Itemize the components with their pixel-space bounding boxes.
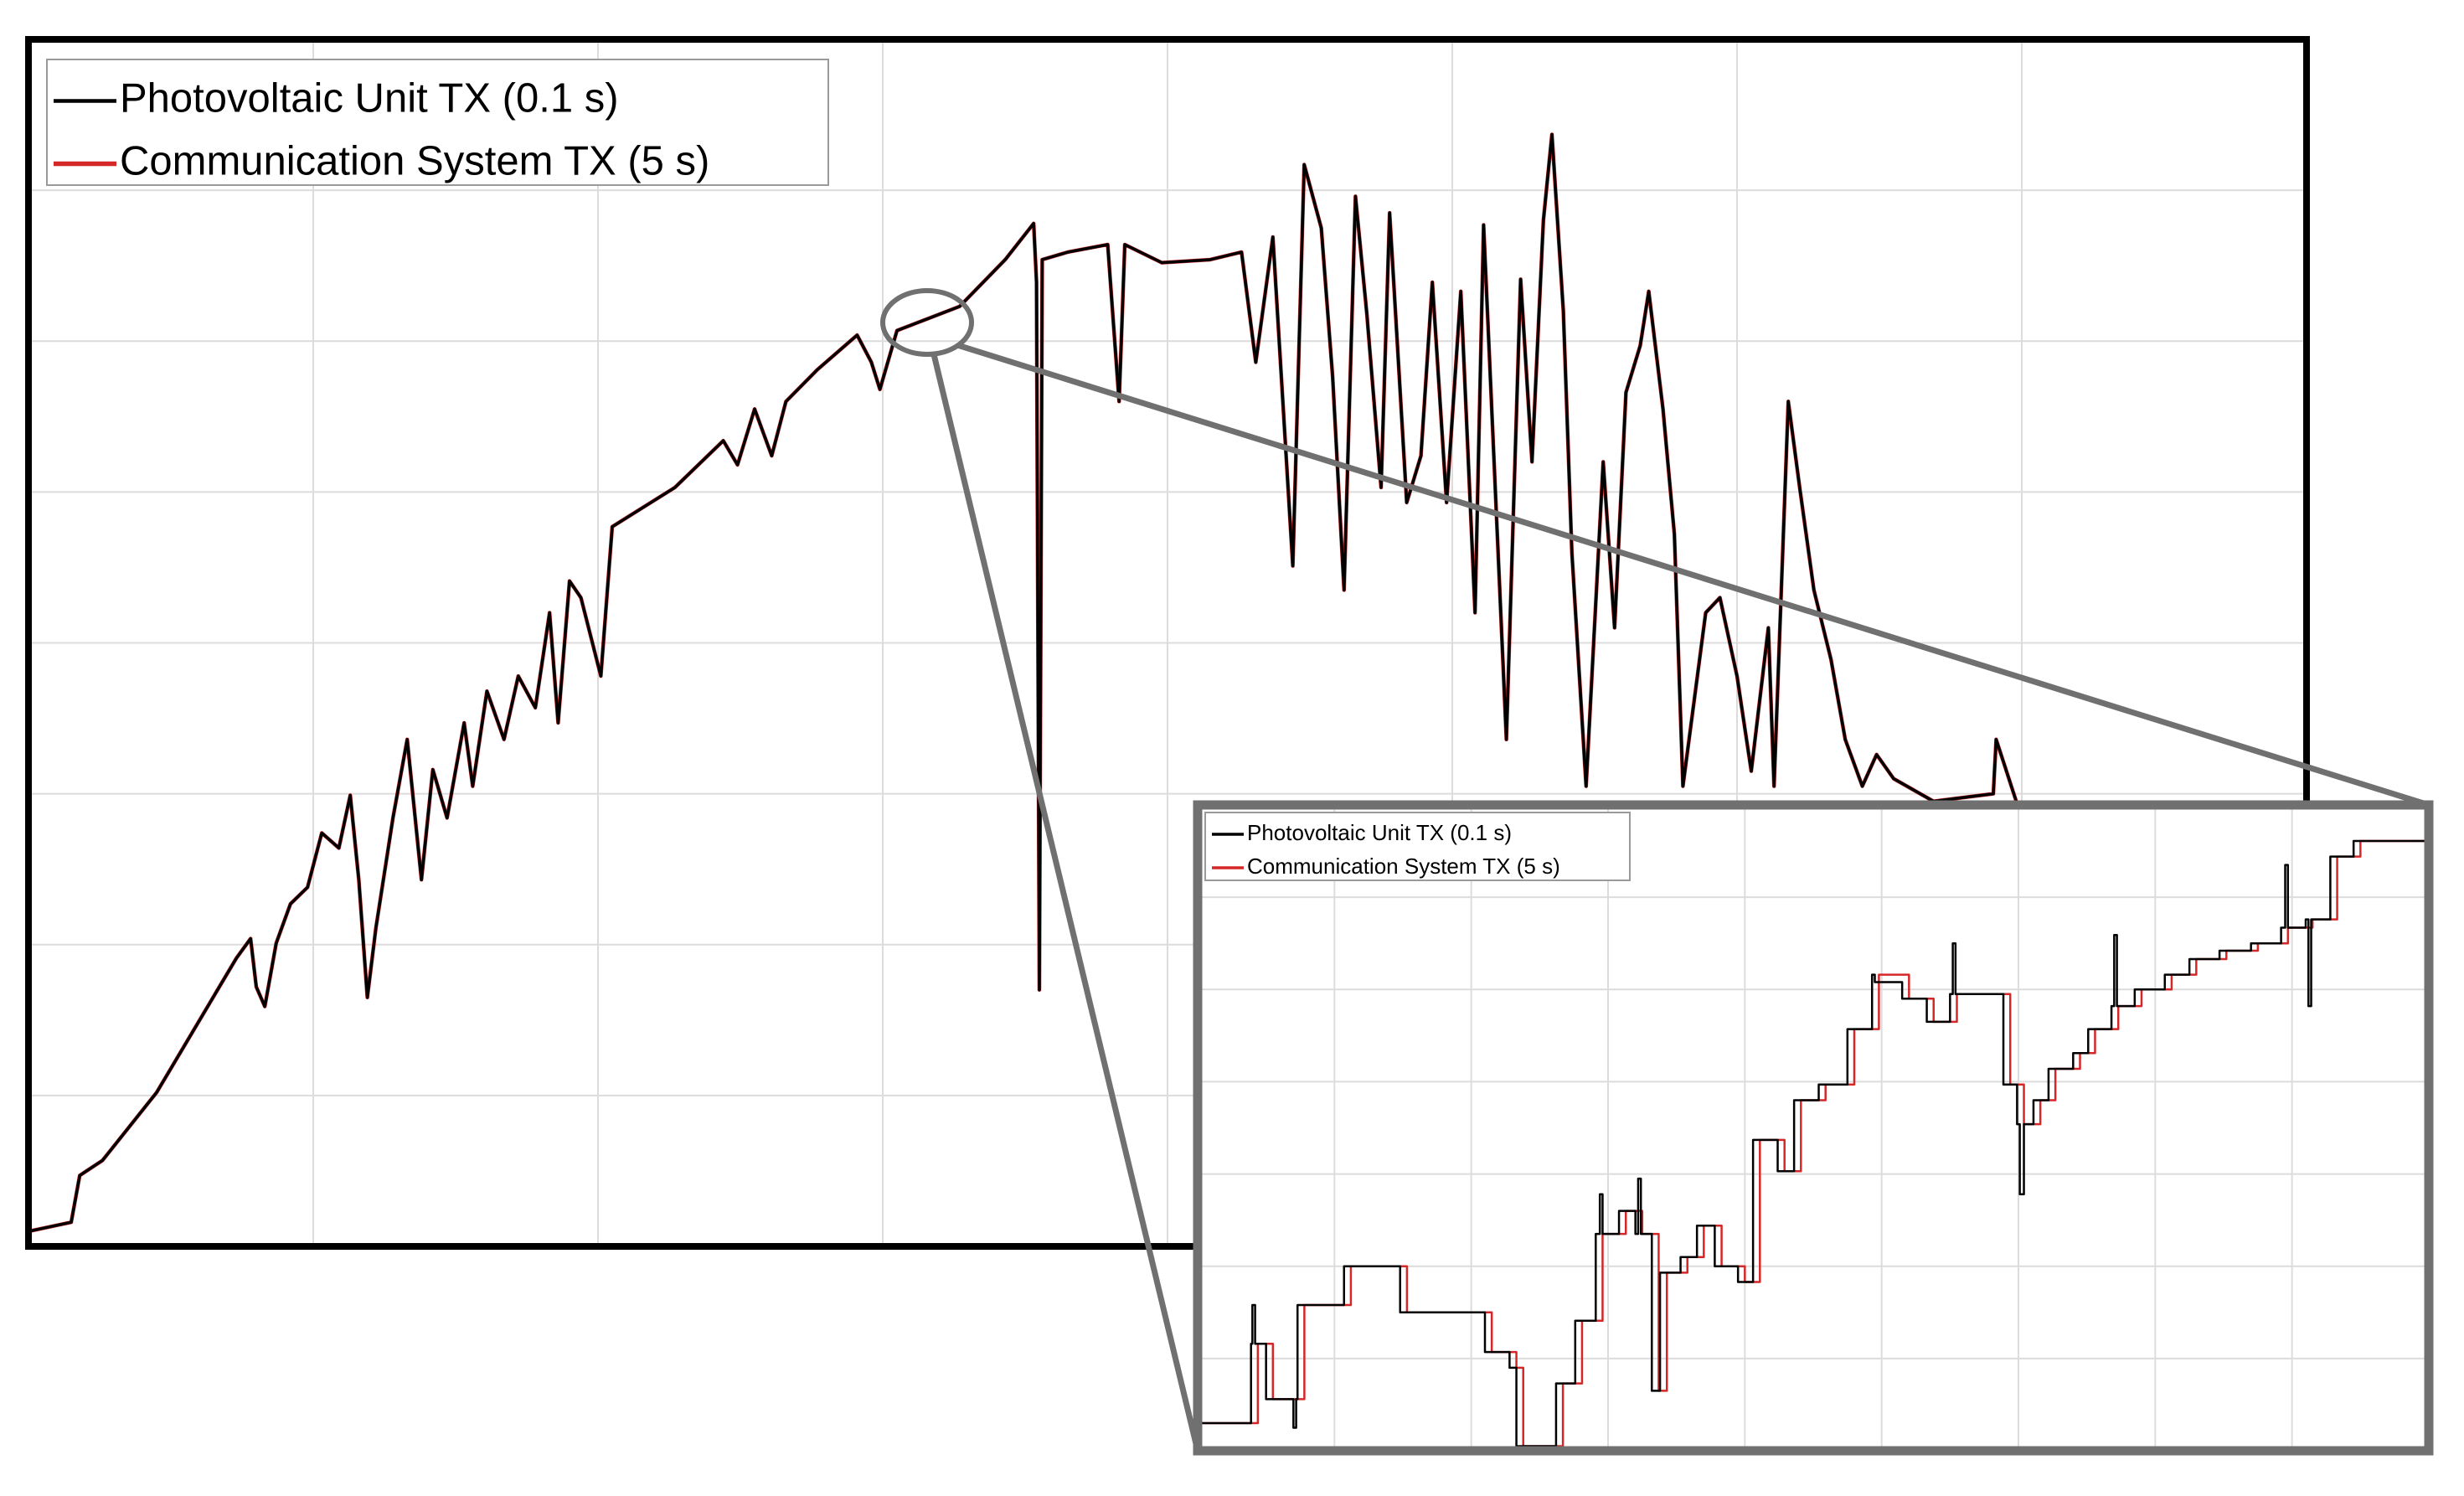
- plot-background: [1198, 805, 2429, 1451]
- inset-chart: Photovoltaic Unit TX (0.1 s) Communicatio…: [1193, 800, 2434, 1456]
- legend-label: Communication System TX (5 s): [120, 138, 709, 183]
- legend-label: Communication System TX (5 s): [1247, 854, 1560, 879]
- main-chart: Photovoltaic Unit TX (0.1 s) Communicatio…: [25, 36, 2310, 1250]
- zoom-connector: [956, 342, 2430, 808]
- plot-border: [1193, 800, 2434, 1456]
- legend-box: [46, 59, 829, 186]
- legend-label: Photovoltaic Unit TX (0.1 s): [1247, 820, 1512, 845]
- zoom-circle: [880, 288, 974, 357]
- zoom-connector: [930, 353, 1201, 1452]
- zoom-indicator: [880, 288, 2430, 1452]
- series-line: [1198, 839, 2429, 1447]
- series-line: [1198, 839, 2429, 1447]
- series-line: [28, 132, 2305, 1233]
- legend-box: [1204, 812, 1631, 881]
- legend-label: Photovoltaic Unit TX (0.1 s): [120, 75, 619, 121]
- plot-border: [25, 36, 2310, 1250]
